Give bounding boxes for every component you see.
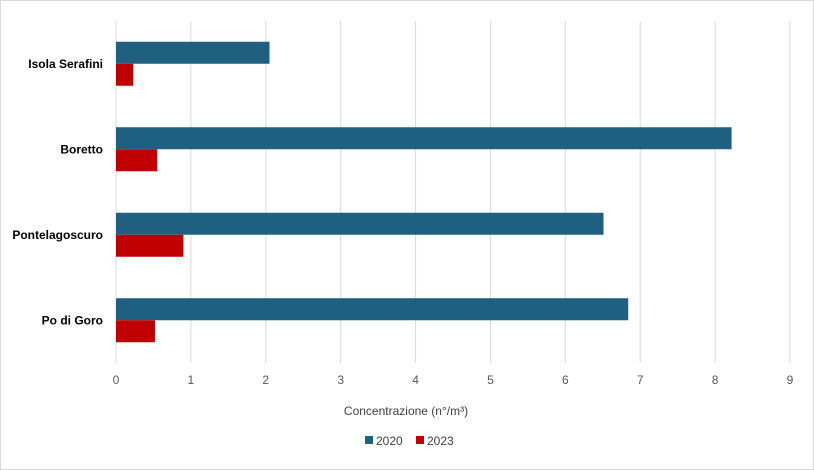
x-tick-label: 2 (262, 373, 269, 387)
x-tick-label: 9 (787, 373, 794, 387)
x-tick-label: 6 (562, 373, 569, 387)
x-tick-label: 3 (337, 373, 344, 387)
legend: 2020 2023 (365, 434, 454, 448)
x-tick-label: 4 (412, 373, 419, 387)
bars (116, 41, 732, 343)
legend-label-2023: 2023 (427, 434, 454, 448)
bar-2023-isola-serafini (116, 63, 134, 86)
x-tick-label: 7 (637, 373, 644, 387)
bar-2020-boretto (116, 127, 732, 150)
bar-2023-pontelagoscuro (116, 234, 184, 257)
x-axis-title: Concentrazione (n°/m³) (344, 404, 468, 418)
bar-2020-pontelagoscuro (116, 212, 604, 235)
x-tick-label: 8 (712, 373, 719, 387)
x-tick-label: 1 (188, 373, 195, 387)
category-label: Boretto (60, 142, 103, 156)
category-label: Isola Serafini (28, 57, 103, 71)
category-label: Po di Goro (42, 313, 103, 327)
bar-2023-po-di-goro (116, 320, 155, 343)
bar-2020-po-di-goro (116, 298, 629, 321)
legend-swatch-2020 (365, 436, 373, 444)
bar-2020-isola-serafini (116, 41, 270, 64)
legend-label-2020: 2020 (376, 434, 403, 448)
x-tick-label: 0 (113, 373, 120, 387)
gridlines (115, 21, 791, 363)
category-labels: Isola Serafini Boretto Pontelagoscuro Po di… (12, 57, 103, 328)
x-tick-label: 5 (487, 373, 494, 387)
x-tick-labels: 0 1 2 3 4 5 6 7 8 9 (113, 373, 794, 387)
bar-2023-boretto (116, 149, 158, 172)
legend-swatch-2023 (416, 436, 424, 444)
category-label: Pontelagoscuro (12, 228, 103, 242)
